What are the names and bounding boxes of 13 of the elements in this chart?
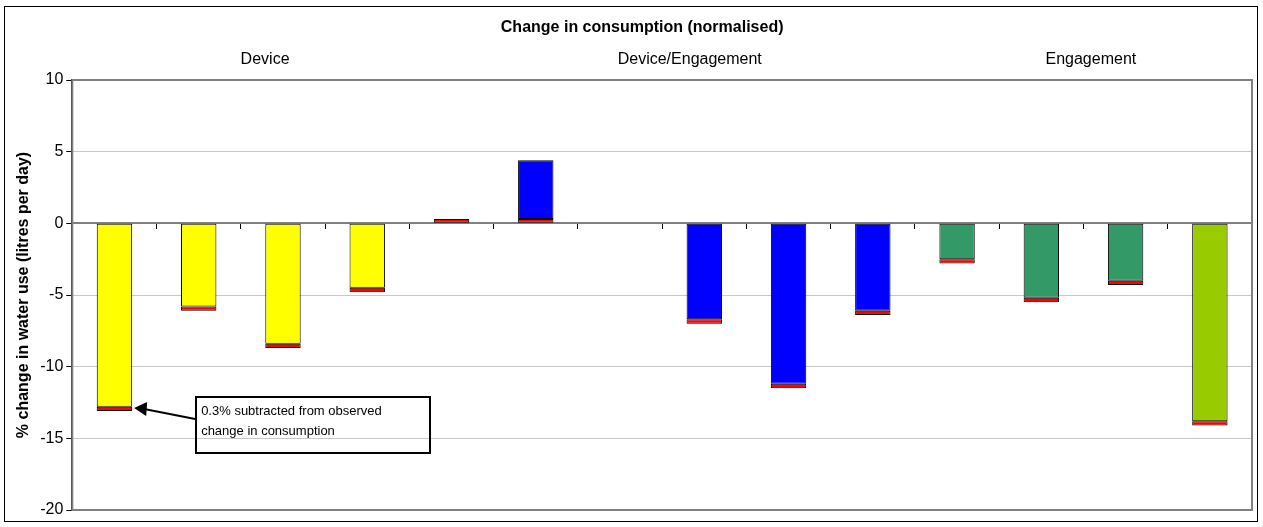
chart-title: Change in consumption (normalised) [500, 18, 784, 36]
text: Engagement [1045, 50, 1137, 68]
y-tick-label: -10 [40, 357, 64, 375]
text: Device/Engagement [617, 50, 763, 68]
y-tick-label: -15 [40, 428, 64, 446]
y-axis-title: % change in water use (litres per day) [14, 151, 32, 439]
annotation: 0.3% subtracted from observed change in consumption [195, 396, 432, 455]
y-tick-label: -20 [40, 500, 64, 518]
y-tick-label: 5 [54, 142, 64, 160]
y-tick-label: 0 [54, 213, 64, 231]
y-tick-label: 10 [45, 70, 64, 88]
y-tick-label: -5 [49, 285, 64, 303]
text: Device [240, 50, 290, 68]
